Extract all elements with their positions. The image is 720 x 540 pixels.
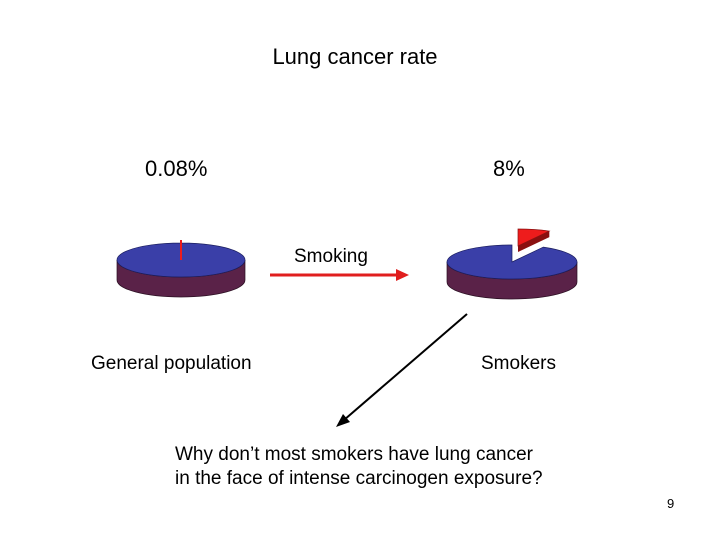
question-text: Why don’t most smokers have lung cancer … (175, 443, 543, 491)
general-population-label: General population (91, 353, 252, 374)
pie-slice-lung-cancer (517, 228, 551, 247)
question-line-2: in the face of intense carcinogen exposu… (175, 468, 543, 489)
general-population-rate-label: 0.08% (145, 156, 208, 181)
question-arrow (336, 313, 468, 427)
smoking-label: Smoking (294, 246, 368, 267)
smoking-arrow (270, 269, 409, 281)
question-line-1: Why don’t most smokers have lung cancer (175, 444, 533, 465)
smokers-rate-label: 8% (493, 156, 525, 181)
general-population-pie (116, 240, 246, 298)
page-number: 9 (667, 496, 675, 511)
pie-slice-lung-cancer-side (518, 231, 550, 252)
smokers-pie (446, 228, 578, 300)
smokers-label: Smokers (481, 353, 556, 374)
chart-title: Lung cancer rate (272, 44, 438, 69)
pie-slice-no-lung-cancer (446, 244, 578, 280)
